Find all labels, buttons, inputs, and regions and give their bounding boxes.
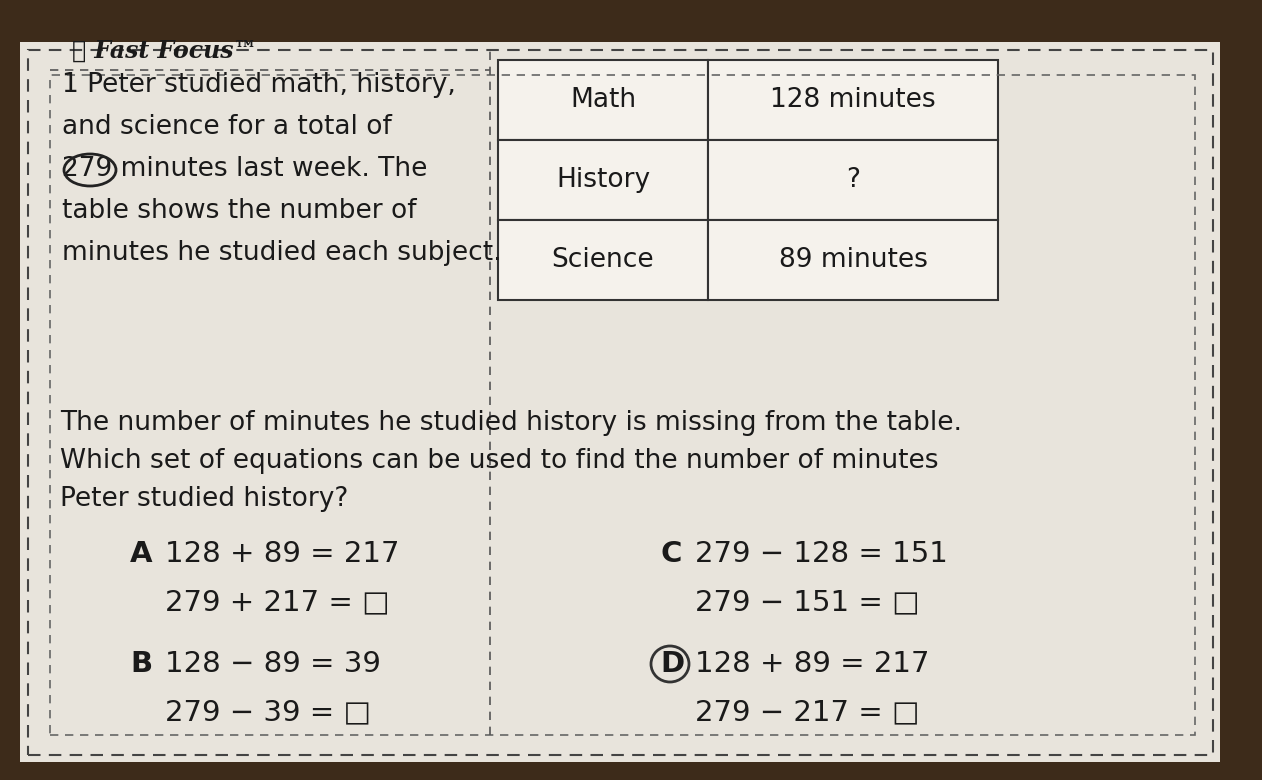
Text: Math: Math bbox=[570, 87, 636, 113]
Text: 128 minutes: 128 minutes bbox=[770, 87, 936, 113]
Text: 89 minutes: 89 minutes bbox=[779, 247, 928, 273]
Text: ?: ? bbox=[846, 167, 859, 193]
Text: minutes he studied each subject.: minutes he studied each subject. bbox=[62, 240, 501, 266]
Bar bbox=[708, 140, 998, 220]
Text: 128 + 89 = 217: 128 + 89 = 217 bbox=[695, 650, 930, 678]
Text: 279 minutes last week. The: 279 minutes last week. The bbox=[62, 156, 428, 182]
Text: 128 − 89 = 39: 128 − 89 = 39 bbox=[165, 650, 381, 678]
Text: 279 + 217 = □: 279 + 217 = □ bbox=[165, 588, 390, 616]
Text: B: B bbox=[130, 650, 153, 678]
Bar bbox=[708, 220, 998, 300]
Text: The number of minutes he studied history is missing from the table.: The number of minutes he studied history… bbox=[61, 410, 962, 436]
Text: Science: Science bbox=[551, 247, 654, 273]
Text: History: History bbox=[557, 167, 650, 193]
Text: 279 − 217 = □: 279 − 217 = □ bbox=[695, 698, 920, 726]
Bar bbox=[498, 140, 708, 220]
Text: D: D bbox=[660, 650, 684, 678]
Text: C: C bbox=[660, 540, 681, 568]
Text: 1 Peter studied math, history,: 1 Peter studied math, history, bbox=[62, 72, 456, 98]
Text: A: A bbox=[130, 540, 153, 568]
Text: 279 − 151 = □: 279 − 151 = □ bbox=[695, 588, 920, 616]
Text: 279 − 128 = 151: 279 − 128 = 151 bbox=[695, 540, 948, 568]
Text: 279 − 39 = □: 279 − 39 = □ bbox=[165, 698, 371, 726]
Bar bbox=[708, 60, 998, 140]
Bar bbox=[498, 220, 708, 300]
Text: ✶ Fast Focus™: ✶ Fast Focus™ bbox=[72, 39, 257, 63]
Bar bbox=[50, 75, 1195, 735]
Text: and science for a total of: and science for a total of bbox=[62, 114, 392, 140]
Text: Peter studied history?: Peter studied history? bbox=[61, 486, 348, 512]
Text: Which set of equations can be used to find the number of minutes: Which set of equations can be used to fi… bbox=[61, 448, 939, 474]
Text: table shows the number of: table shows the number of bbox=[62, 198, 416, 224]
Text: 128 + 89 = 217: 128 + 89 = 217 bbox=[165, 540, 400, 568]
Bar bbox=[498, 60, 708, 140]
